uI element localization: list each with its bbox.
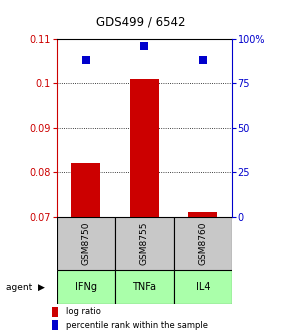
- Bar: [57, 270, 115, 304]
- Point: [84, 57, 88, 63]
- Bar: [173, 217, 232, 270]
- Text: GSM8755: GSM8755: [140, 222, 149, 265]
- Point: [142, 43, 146, 48]
- Bar: [52, 307, 58, 317]
- Text: IL4: IL4: [195, 282, 210, 292]
- Bar: [173, 270, 232, 304]
- Text: GDS499 / 6542: GDS499 / 6542: [96, 15, 185, 28]
- Bar: [57, 217, 115, 270]
- Text: log ratio: log ratio: [66, 307, 101, 317]
- Text: TNFa: TNFa: [132, 282, 156, 292]
- Bar: [52, 320, 58, 331]
- Text: IFNg: IFNg: [75, 282, 97, 292]
- Bar: [115, 217, 173, 270]
- Point: [200, 57, 205, 63]
- Bar: [115, 270, 173, 304]
- Bar: [130, 79, 159, 217]
- Text: percentile rank within the sample: percentile rank within the sample: [66, 321, 208, 330]
- Text: agent  ▶: agent ▶: [6, 283, 45, 292]
- Text: GSM8750: GSM8750: [81, 222, 90, 265]
- Text: GSM8760: GSM8760: [198, 222, 207, 265]
- Bar: [188, 212, 218, 217]
- Bar: [71, 163, 100, 217]
